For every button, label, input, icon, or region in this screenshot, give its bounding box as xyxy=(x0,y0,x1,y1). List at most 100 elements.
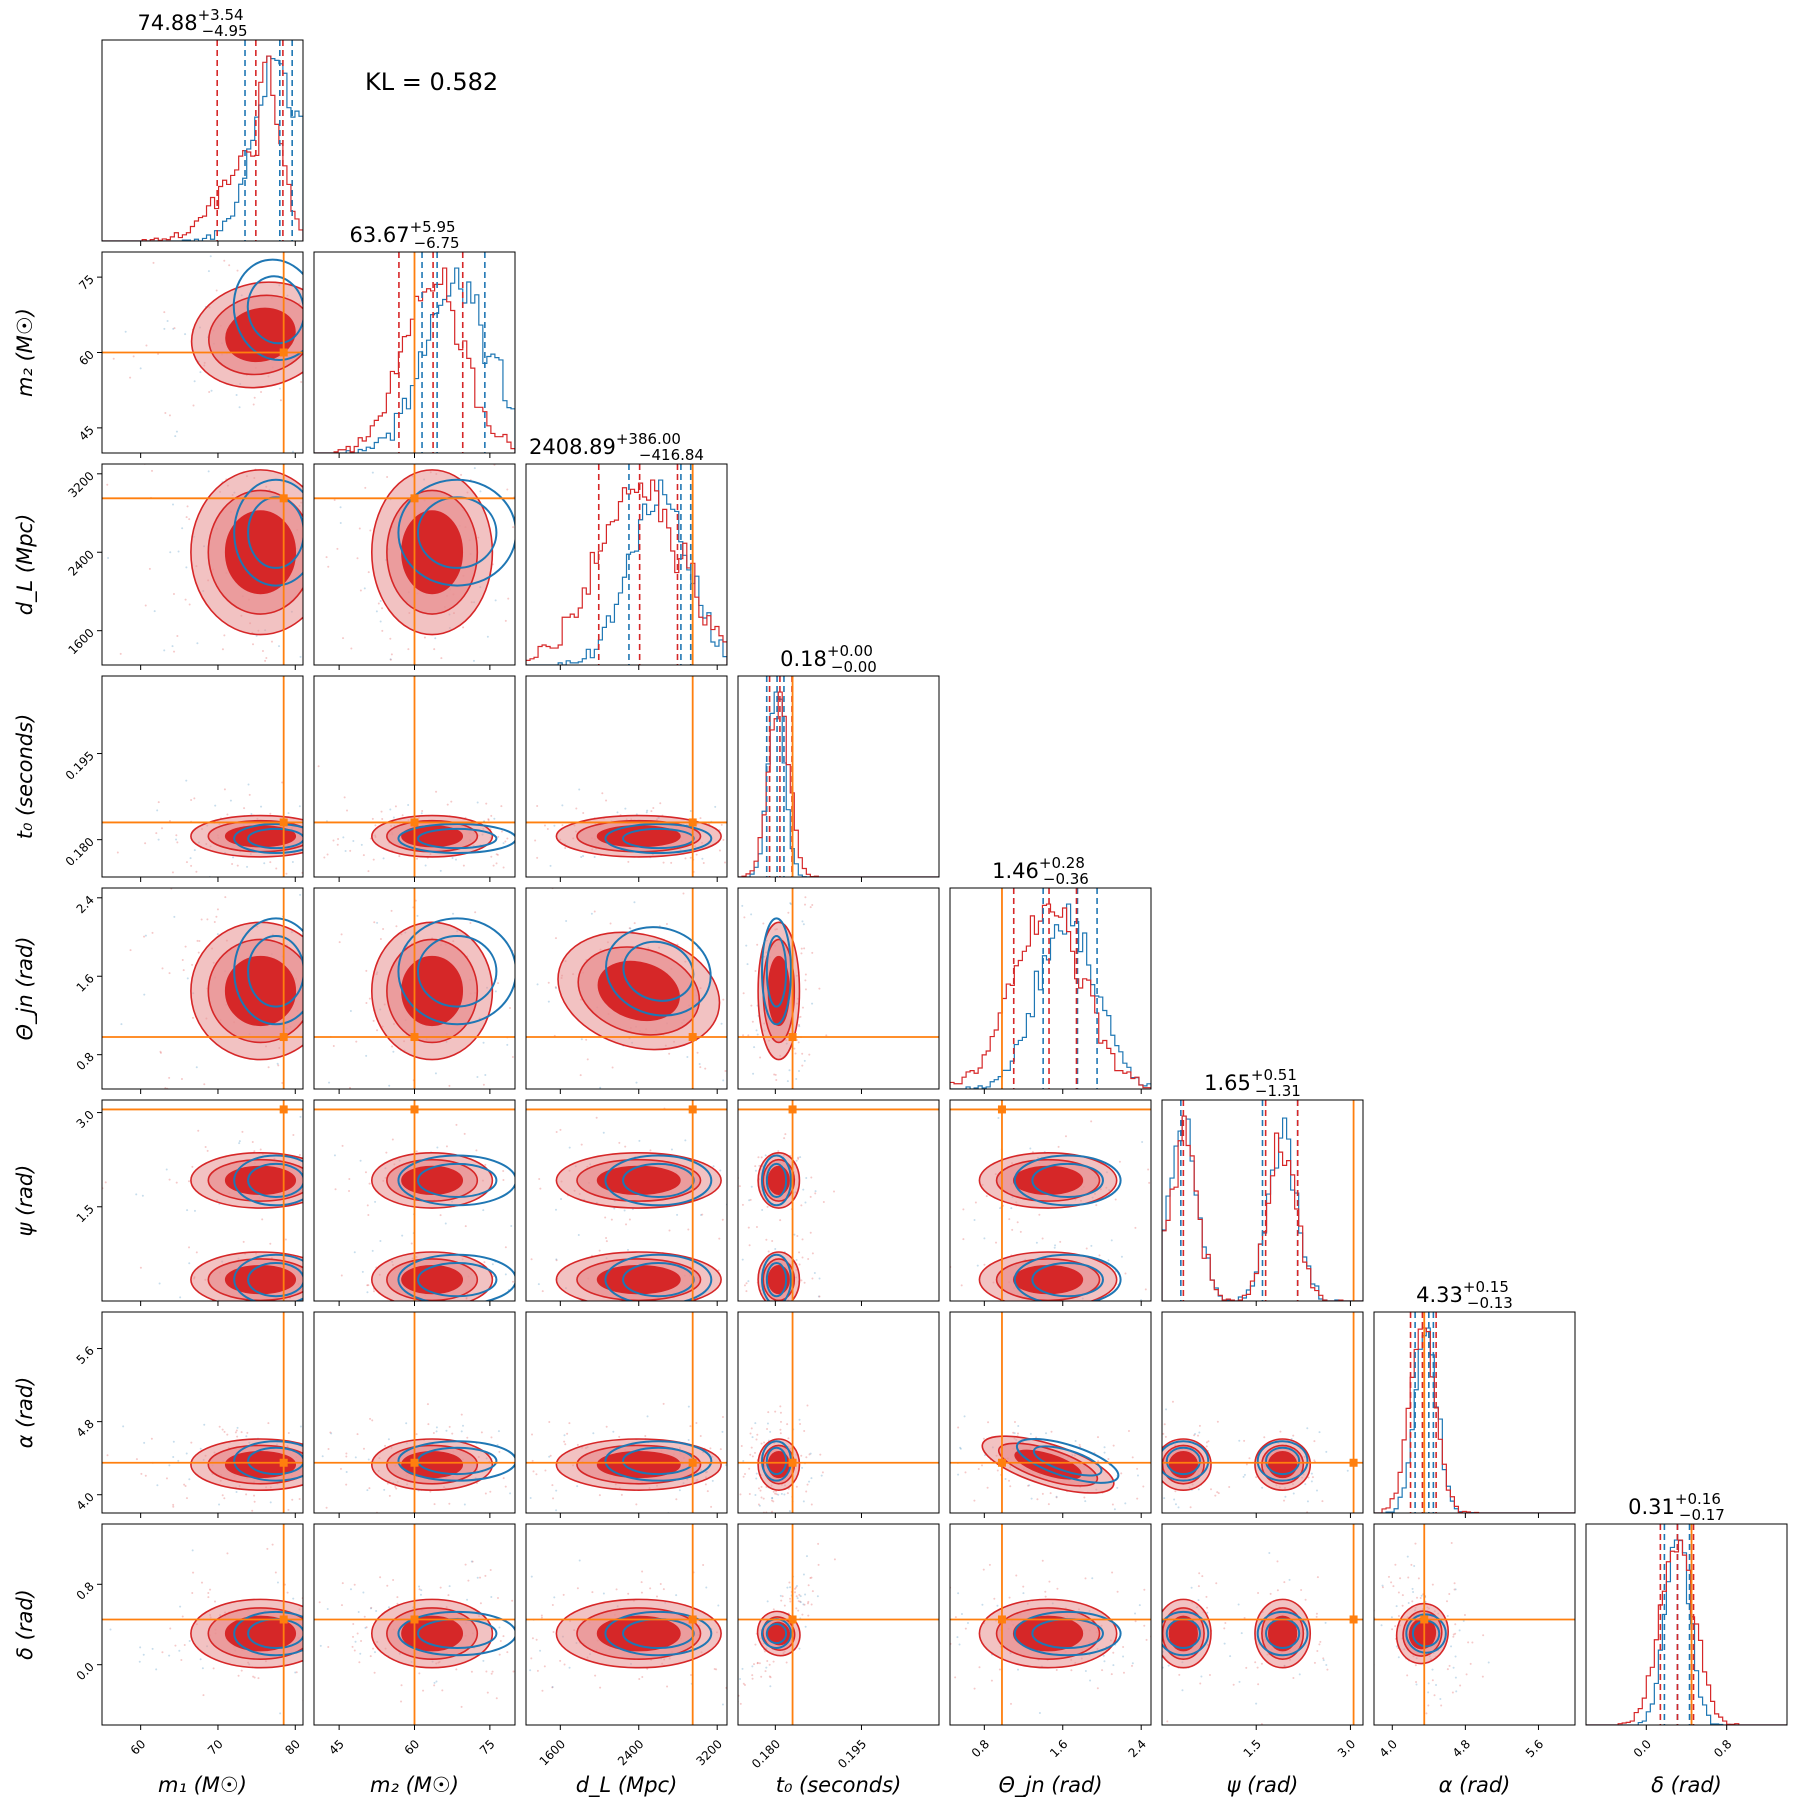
scatter-point xyxy=(627,1248,630,1251)
scatter-point xyxy=(1015,1308,1017,1310)
scatter-point xyxy=(364,486,367,489)
scatter-point xyxy=(733,1297,735,1299)
scatter-point xyxy=(190,864,193,867)
scatter-point xyxy=(1414,1664,1417,1667)
scatter-point xyxy=(180,1659,183,1662)
panel-theta-m1 xyxy=(102,885,351,1089)
scatter-point xyxy=(349,885,351,887)
scatter-point xyxy=(294,1671,297,1674)
scatter-point xyxy=(388,1494,391,1497)
scatter-point xyxy=(196,642,199,645)
contour-b xyxy=(604,823,713,854)
scatter-point xyxy=(721,1430,724,1433)
contour-b xyxy=(604,1253,713,1301)
scatter-point xyxy=(317,1192,319,1194)
scatter-point xyxy=(342,637,345,640)
scatter-point xyxy=(388,1084,391,1087)
scatter-point xyxy=(353,826,355,828)
scatter-point xyxy=(504,1246,507,1249)
scatter-point xyxy=(320,1284,322,1286)
scatter-point xyxy=(798,1306,800,1308)
x-tick-label: 75 xyxy=(477,1737,498,1758)
scatter-point xyxy=(168,414,171,417)
scatter-point xyxy=(209,255,212,258)
panel-frame xyxy=(525,1523,728,1726)
scatter-point xyxy=(322,1475,324,1477)
scatter-point xyxy=(343,1042,345,1044)
scatter-point xyxy=(1124,1502,1127,1505)
histogram-a xyxy=(950,903,1151,1089)
summary-minus: −4.95 xyxy=(202,22,248,40)
scatter-point xyxy=(1009,1485,1012,1488)
scatter-point xyxy=(1283,1581,1286,1584)
scatter-point xyxy=(766,1422,769,1425)
scatter-point xyxy=(292,404,294,406)
scatter-point xyxy=(555,1208,558,1211)
scatter-point xyxy=(168,1654,171,1657)
scatter-point xyxy=(742,1034,745,1037)
scatter-point xyxy=(1243,1473,1246,1476)
scatter-point xyxy=(618,1435,621,1438)
scatter-point xyxy=(611,881,613,883)
scatter-point xyxy=(357,1611,360,1614)
scatter-point xyxy=(306,1125,308,1127)
panel-frame xyxy=(101,1523,304,1726)
scatter-point xyxy=(1019,1230,1022,1233)
scatter-point xyxy=(916,1393,918,1395)
scatter-point xyxy=(366,1291,369,1294)
panel-dL-m2 xyxy=(314,464,515,665)
scatter-point xyxy=(464,1563,467,1566)
scatter-point xyxy=(810,1176,813,1179)
scatter-point xyxy=(1261,1486,1264,1489)
scatter-point xyxy=(356,1433,359,1436)
truth-marker xyxy=(279,1615,288,1624)
scatter-point xyxy=(1292,1434,1295,1437)
histogram-a xyxy=(1162,1115,1363,1301)
scatter-point xyxy=(753,973,755,975)
scatter-point xyxy=(789,1597,792,1600)
scatter-point xyxy=(800,1279,803,1282)
scatter-point xyxy=(198,940,201,943)
contour-b xyxy=(1256,1610,1309,1657)
scatter-point xyxy=(767,1250,770,1253)
scatter-point xyxy=(233,881,235,883)
scatter-point xyxy=(265,656,268,659)
scatter-point xyxy=(822,1200,825,1203)
scatter-point xyxy=(996,1604,999,1607)
scatter-point xyxy=(345,1452,348,1455)
scatter-point xyxy=(185,566,188,569)
scatter-point xyxy=(367,571,370,574)
scatter-point xyxy=(1050,1430,1053,1433)
scatter-point xyxy=(427,1423,430,1426)
scatter-point xyxy=(530,1657,533,1660)
scatter-point xyxy=(508,1328,510,1330)
scatter-point xyxy=(800,952,803,955)
scatter-point xyxy=(226,813,229,816)
scatter-point xyxy=(508,833,510,835)
summary-median: 1.65 xyxy=(1204,1071,1251,1095)
scatter-point xyxy=(1238,1439,1241,1442)
scatter-point xyxy=(1306,1427,1309,1430)
scatter-point xyxy=(237,1674,240,1677)
truth-marker xyxy=(788,1615,797,1624)
scatter-point xyxy=(193,1209,196,1212)
scatter-point xyxy=(624,1145,627,1148)
contour-b xyxy=(247,1446,303,1476)
scatter-point xyxy=(157,838,160,841)
scatter-point xyxy=(305,1276,307,1278)
scatter-point xyxy=(460,1705,463,1708)
scatter-point xyxy=(367,1614,369,1616)
scatter-point xyxy=(1143,1624,1146,1627)
scatter-point xyxy=(331,1272,333,1274)
scatter-point xyxy=(751,1677,754,1680)
scatter-point xyxy=(374,1505,376,1507)
scatter-point xyxy=(1047,1503,1050,1506)
scatter-point xyxy=(512,1280,515,1283)
scatter-point xyxy=(320,1471,322,1473)
scatter-point xyxy=(451,856,454,859)
scatter-point xyxy=(270,640,273,643)
scatter-point xyxy=(330,824,332,826)
scatter-point xyxy=(207,470,210,473)
contour-b xyxy=(1031,1262,1104,1298)
scatter-point xyxy=(491,1263,494,1266)
